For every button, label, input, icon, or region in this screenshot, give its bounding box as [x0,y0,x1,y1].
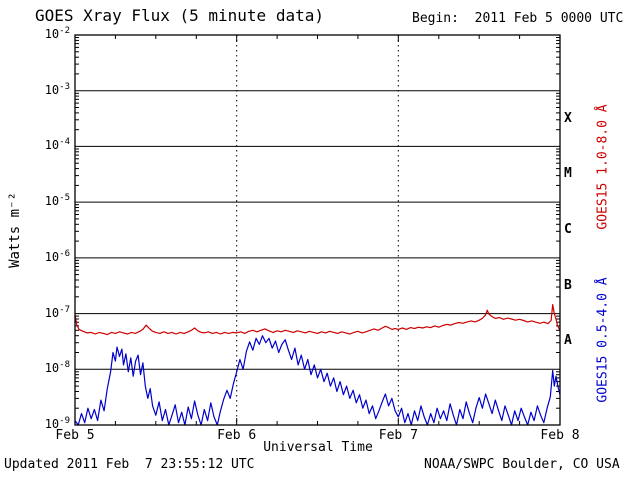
chart-title: GOES Xray Flux (5 minute data) [35,6,324,25]
y-axis-label: Watts m⁻² [7,192,23,268]
source-credit: NOAA/SWPC Boulder, CO USA [424,457,620,472]
begin-timestamp: Begin: 2011 Feb 5 0000 UTC [412,11,624,26]
x-axis-label: Universal Time [263,440,373,455]
red-series-axis-label: GOES15 1.0-8.0 Å [595,104,611,230]
updated-timestamp: Updated 2011 Feb 7 23:55:12 UTC [4,457,255,472]
blue-series-axis-label: GOES15 0.5-4.0 Å [595,277,611,403]
